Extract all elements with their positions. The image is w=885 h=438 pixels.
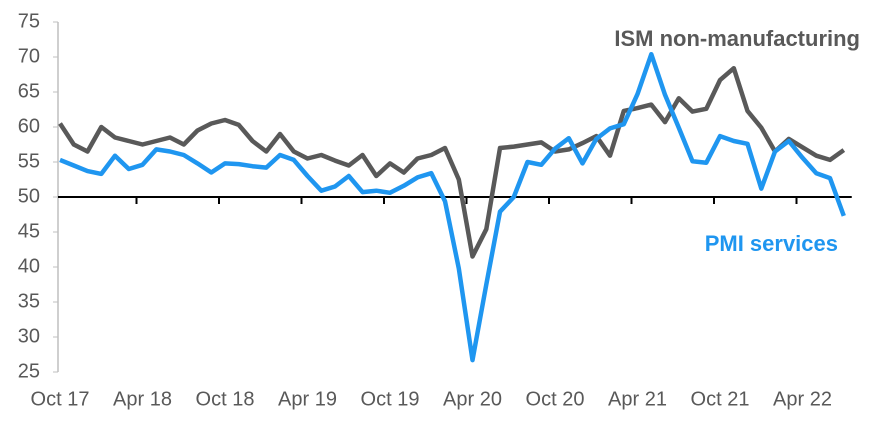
y-tick-label: 40 xyxy=(18,255,40,277)
x-tick-label: Oct 17 xyxy=(31,388,90,410)
y-tick-label: 50 xyxy=(18,185,40,207)
y-tick-label: 60 xyxy=(18,115,40,137)
y-tick-label: 35 xyxy=(18,290,40,312)
x-tick-label: Apr 21 xyxy=(608,388,667,410)
x-tick-label: Oct 21 xyxy=(691,388,750,410)
y-tick-label: 30 xyxy=(18,325,40,347)
x-tick-label: Oct 19 xyxy=(361,388,420,410)
x-tick-label: Apr 18 xyxy=(113,388,172,410)
x-tick-label: Apr 19 xyxy=(278,388,337,410)
series-label: PMI services xyxy=(705,231,838,256)
x-tick-label: Apr 20 xyxy=(443,388,502,410)
y-tick-label: 45 xyxy=(18,220,40,242)
x-tick-label: Apr 22 xyxy=(773,388,832,410)
y-tick-label: 75 xyxy=(18,10,40,32)
y-tick-label: 65 xyxy=(18,80,40,102)
series-label: ISM non-manufacturing xyxy=(614,26,860,51)
x-tick-label: Oct 18 xyxy=(196,388,255,410)
series-line xyxy=(59,51,846,363)
y-tick-label: 25 xyxy=(18,360,40,382)
x-tick-label: Oct 20 xyxy=(526,388,585,410)
series-line xyxy=(58,65,846,259)
y-tick-label: 70 xyxy=(18,45,40,67)
y-tick-label: 55 xyxy=(18,150,40,172)
